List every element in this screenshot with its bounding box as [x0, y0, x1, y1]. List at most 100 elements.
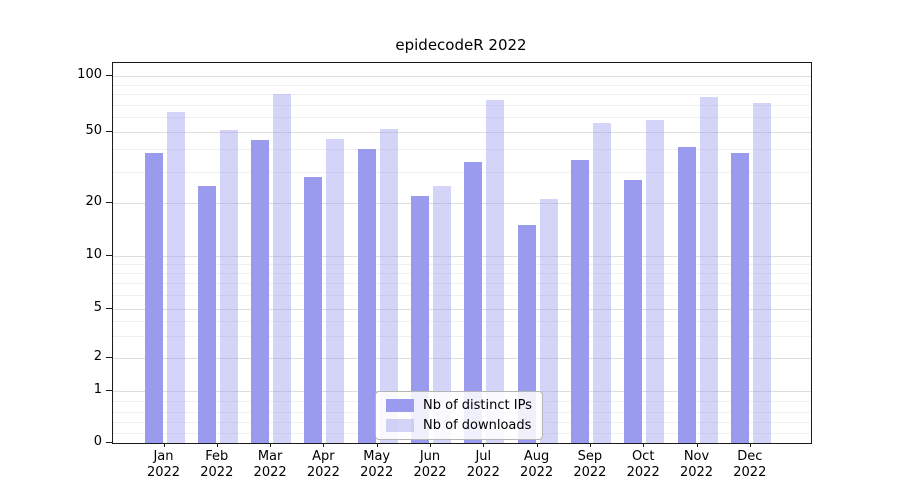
x-tick-mark	[216, 443, 218, 447]
x-tick-label-month: Jan	[153, 449, 174, 464]
gridline-major	[113, 256, 811, 257]
bar-distinct-ips-feb	[197, 185, 216, 443]
gridline-major	[113, 203, 811, 204]
x-tick-label-dec: Dec 2022	[720, 449, 780, 481]
gridline-minor	[113, 283, 811, 285]
y-tick-label-5: 5	[93, 300, 102, 315]
y-tick-label-100: 100	[77, 67, 102, 82]
bar-downloads-dec	[752, 102, 771, 443]
x-tick-mark	[483, 443, 485, 447]
x-tick-mark	[749, 443, 751, 447]
x-tick-label-month: May	[363, 449, 391, 464]
bar-distinct-ips-sep	[570, 159, 589, 443]
bar-downloads-mar	[273, 94, 292, 443]
x-tick-label-sep: Sep 2022	[560, 449, 620, 481]
x-tick-label-year: 2022	[413, 465, 447, 480]
gridline-minor	[113, 171, 811, 173]
legend-label: Nb of downloads	[423, 418, 532, 433]
bar-downloads-sep	[592, 122, 611, 443]
bar-downloads-nov	[699, 97, 718, 443]
x-tick-label-apr: Apr 2022	[293, 449, 353, 481]
x-tick-label-nov: Nov 2022	[667, 449, 727, 481]
x-tick-label-year: 2022	[200, 465, 234, 480]
bar-distinct-ips-aug	[517, 225, 536, 443]
x-tick-label-year: 2022	[733, 465, 767, 480]
gridline-minor	[113, 264, 811, 266]
plot-area: Nb of distinct IPs Nb of downloads	[112, 62, 812, 444]
y-tick-mark	[106, 75, 112, 76]
x-tick-label-year: 2022	[306, 465, 340, 480]
x-tick-label-month: Jun	[419, 449, 441, 464]
x-tick-label-aug: Aug 2022	[507, 449, 567, 481]
x-tick-mark	[696, 443, 698, 447]
x-tick-label-year: 2022	[679, 465, 714, 480]
gridline-major	[113, 132, 811, 133]
bar-distinct-ips-dec	[730, 153, 749, 443]
bar-distinct-ips-nov	[677, 147, 696, 443]
x-tick-mark	[323, 443, 325, 447]
x-tick-label-month: Nov	[683, 449, 710, 464]
y-tick-label-20: 20	[85, 194, 102, 209]
y-tick-label-10: 10	[85, 247, 102, 262]
x-tick-mark	[163, 443, 165, 447]
bar-distinct-ips-jun	[411, 195, 429, 443]
x-tick-mark	[536, 443, 538, 447]
x-tick-label-year: 2022	[360, 465, 394, 480]
bar-distinct-ips-apr	[304, 176, 323, 443]
gridline-minor	[113, 320, 811, 322]
x-tick-label-month: Apr	[312, 449, 335, 464]
legend-item-distinct-ips: Nb of distinct IPs	[386, 397, 532, 414]
gridline-minor	[113, 94, 811, 95]
x-tick-label-jun: Jun 2022	[400, 449, 460, 481]
x-tick-label-oct: Oct 2022	[613, 449, 673, 481]
x-tick-label-jan: Jan 2022	[134, 449, 194, 481]
x-tick-label-mar: Mar 2022	[240, 449, 300, 481]
x-tick-label-year: 2022	[626, 465, 660, 480]
bar-downloads-feb	[219, 130, 238, 443]
gridline-major	[113, 309, 811, 310]
legend-label: Nb of distinct IPs	[423, 398, 532, 413]
bar-downloads-aug	[539, 199, 558, 443]
y-tick-label-50: 50	[85, 123, 102, 138]
bar-distinct-ips-mar	[251, 140, 270, 443]
y-tick-mark	[106, 308, 112, 309]
y-tick-mark	[106, 131, 112, 132]
x-tick-label-month: Mar	[257, 449, 283, 464]
gridline-minor	[113, 336, 811, 338]
x-tick-label-year: 2022	[253, 465, 287, 480]
x-tick-label-year: 2022	[520, 465, 554, 480]
legend-item-downloads: Nb of downloads	[386, 417, 532, 434]
gridline-major	[113, 76, 811, 77]
y-tick-mark	[106, 202, 112, 203]
legend-swatch-downloads	[386, 419, 414, 432]
x-tick-label-month: Jul	[475, 449, 492, 464]
bar-downloads-jun	[433, 185, 451, 443]
bar-downloads-jan	[166, 112, 185, 443]
bar-distinct-ips-may	[357, 149, 376, 443]
x-tick-label-month: Dec	[737, 449, 763, 464]
x-tick-label-month: Feb	[205, 449, 229, 464]
y-tick-mark	[106, 390, 112, 391]
x-tick-mark	[589, 443, 591, 447]
x-tick-label-year: 2022	[146, 465, 181, 480]
gridline-minor	[113, 273, 811, 275]
bar-downloads-oct	[646, 120, 665, 443]
y-tick-label-2: 2	[93, 349, 102, 364]
legend-swatch-distinct-ips	[386, 399, 414, 412]
y-tick-label-0: 0	[93, 434, 102, 449]
x-tick-label-jul: Jul 2022	[453, 449, 513, 481]
y-tick-mark	[106, 357, 112, 358]
chart-title: epidecodeR 2022	[395, 36, 527, 54]
bar-downloads-apr	[326, 138, 345, 443]
gridline-minor	[113, 104, 811, 106]
x-tick-mark	[270, 443, 272, 447]
bar-distinct-ips-jul	[464, 161, 483, 443]
gridline-minor	[113, 295, 811, 297]
y-tick-label-1: 1	[93, 382, 102, 397]
legend: Nb of distinct IPs Nb of downloads	[375, 391, 543, 440]
gridline-minor	[113, 84, 811, 86]
x-tick-label-may: May 2022	[347, 449, 407, 481]
gridline-major	[113, 358, 811, 359]
bar-downloads-may	[379, 128, 398, 443]
